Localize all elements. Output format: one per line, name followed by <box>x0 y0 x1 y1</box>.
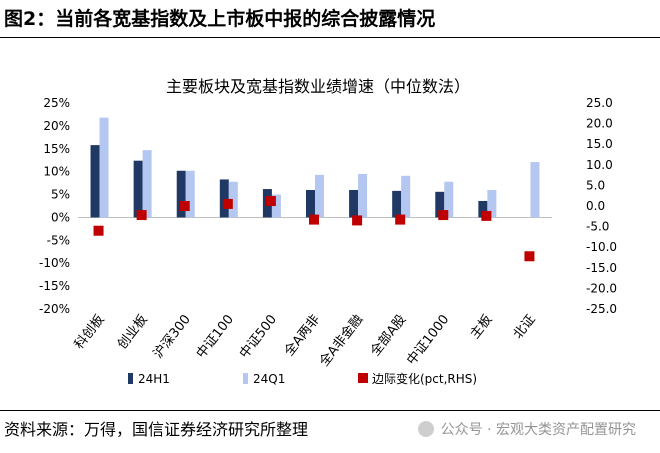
bar-24q1 <box>228 181 238 218</box>
legend: 24H1 24Q1 边际变化(pct,RHS) <box>128 371 477 386</box>
bar-24h1 <box>176 170 186 218</box>
marker-marginal-change <box>136 210 147 221</box>
bar-24h1 <box>133 160 143 218</box>
figure-title: 图2：当前各宽基指数及上市板中报的综合披露情况 <box>4 8 436 30</box>
x-tick-label: 全A两非 <box>281 312 323 360</box>
right-tick-label: -20.0 <box>586 281 617 295</box>
bar-24q1 <box>315 174 324 218</box>
marker-marginal-change <box>438 210 449 221</box>
right-tick-label: 5.0 <box>586 178 605 192</box>
marker-marginal-change <box>481 210 492 221</box>
bar-24q1 <box>530 162 540 218</box>
x-tick-label: 中证100 <box>194 312 237 361</box>
bar-24h1 <box>435 191 445 218</box>
bar-24h1 <box>478 200 488 218</box>
chart-title: 主要板块及宽基指数业绩增速（中位数法） <box>166 77 470 96</box>
bar-24h1 <box>349 189 359 218</box>
right-axis: 25.0 20.0 15.0 10.0 5.0 0.0 -5.0 -10.0 -15.0 -20.… <box>586 96 617 316</box>
x-tick-label: 科创板 <box>72 312 108 352</box>
marker-marginal-change <box>395 214 406 225</box>
marker-marginal-change <box>265 196 276 207</box>
bar-24q1 <box>401 175 411 218</box>
marker-marginal-change <box>352 215 363 226</box>
bar-24q1 <box>358 173 368 218</box>
source-rule <box>0 410 660 411</box>
wechat-icon <box>418 421 435 437</box>
bar-24h1 <box>219 179 229 218</box>
bar-24q1 <box>185 170 195 218</box>
x-tick-label: 全部A股 <box>367 312 409 360</box>
bar-24h1 <box>392 190 402 218</box>
right-tick-label: -5.0 <box>586 220 609 234</box>
left-axis: 25% 20% 15% 10% 5% 0% -5% -10% -15% -20% <box>39 96 70 316</box>
left-tick-label: 20% <box>43 119 70 133</box>
right-tick-label: -25.0 <box>586 302 617 316</box>
right-tick-label: 15.0 <box>586 137 613 151</box>
legend-label: 24H1 <box>138 372 170 386</box>
legend-swatch <box>243 373 248 384</box>
marker-marginal-change <box>309 214 319 225</box>
left-tick-label: 25% <box>43 96 70 110</box>
right-tick-label: -15.0 <box>586 261 617 275</box>
bar-24q1 <box>99 117 109 218</box>
left-tick-label: 5% <box>51 188 70 202</box>
legend-label: 边际变化(pct,RHS) <box>372 371 477 386</box>
x-tick-label: 中证500 <box>237 312 280 361</box>
bar-24q1 <box>271 194 281 218</box>
bar-24q1 <box>487 189 497 218</box>
bar-24h1 <box>90 145 100 218</box>
marker-marginal-change <box>179 201 190 211</box>
x-tick-label: 中证1000 <box>404 312 452 368</box>
left-tick-label: -5% <box>47 233 70 247</box>
x-tick-label: 沪深300 <box>150 312 194 362</box>
marker-marginal-change <box>524 251 535 262</box>
x-tick-label: 北证 <box>511 312 539 342</box>
bar-24q1 <box>444 181 454 218</box>
right-tick-label: 10.0 <box>586 158 613 172</box>
left-tick-label: 0% <box>51 210 70 224</box>
title-rule <box>0 37 660 38</box>
left-tick-label: -15% <box>39 279 70 293</box>
x-tick-label: 主板 <box>468 312 496 342</box>
bar-chart: 主要板块及宽基指数业绩增速（中位数法） 25% 20% 15% 10% 5% 0% -5% -… <box>39 77 617 386</box>
legend-swatch <box>128 373 133 384</box>
left-tick-label: 10% <box>43 165 70 179</box>
marker-marginal-change <box>93 225 104 236</box>
x-tick-label: 全A非金融 <box>316 312 366 370</box>
right-tick-label: 0.0 <box>586 199 605 213</box>
plot-area <box>78 117 552 262</box>
legend-swatch <box>358 373 368 383</box>
watermark-text: 公众号 · 宏观大类资产配置研究 <box>440 422 636 438</box>
marker-marginal-change <box>222 198 233 209</box>
right-tick-label: 25.0 <box>586 96 613 110</box>
bar-24q1 <box>142 150 152 218</box>
x-tick-label: 创业板 <box>115 312 151 352</box>
right-tick-label: 20.0 <box>586 117 613 131</box>
right-tick-label: -10.0 <box>586 240 617 254</box>
bar-24h1 <box>306 189 315 218</box>
left-tick-label: -10% <box>39 256 70 270</box>
left-tick-label: -20% <box>39 302 70 316</box>
left-tick-label: 15% <box>43 142 70 156</box>
source-note: 资料来源：万得，国信证券经济研究所整理 <box>4 420 309 439</box>
watermark: 公众号 · 宏观大类资产配置研究 <box>418 416 636 444</box>
legend-label: 24Q1 <box>253 372 285 386</box>
